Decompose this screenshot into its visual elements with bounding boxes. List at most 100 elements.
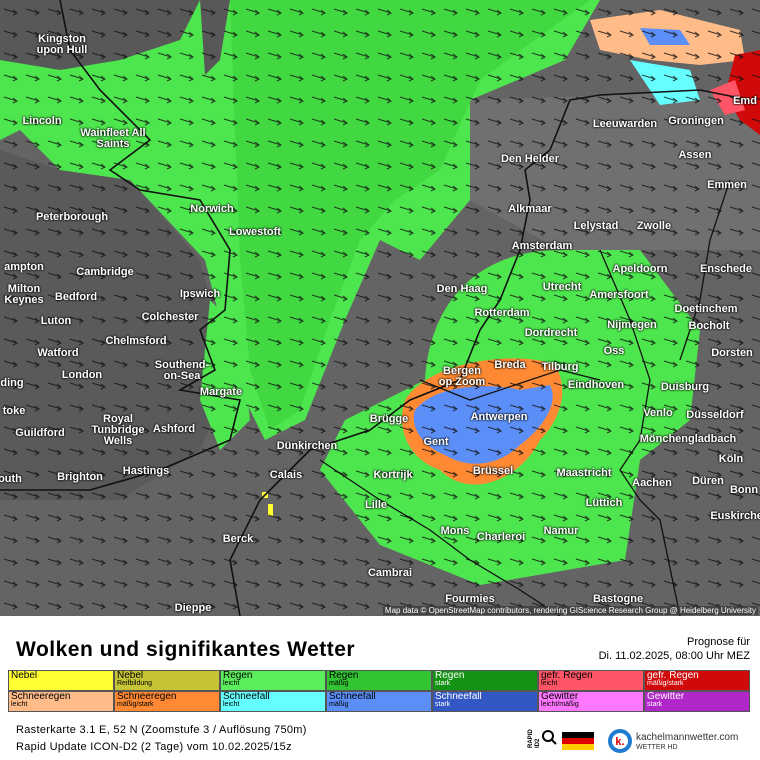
map-graphic [0, 0, 760, 616]
city-label: Royal Tunbridge Wells [91, 413, 145, 447]
city-label: outh [0, 473, 22, 485]
forecast-label: Prognose für [687, 636, 750, 648]
city-label: Brighton [57, 471, 103, 483]
footer-line: Rapid Update ICON-D2 (2 Tage) vom 10.02.… [16, 741, 292, 753]
city-label: Duisburg [660, 381, 710, 393]
city-label: Oss [603, 345, 625, 357]
weather-map: Kingston upon Hull Lincoln Wainfleet All S… [0, 0, 760, 616]
legend-cell: Gewitter leicht/mäßig [538, 691, 644, 712]
forecast-time: Di. 11.02.2025, 08:00 Uhr MEZ [598, 650, 750, 662]
city-label: Lowestoft [229, 226, 281, 238]
city-label: Chelmsford [105, 335, 167, 347]
city-label: Tilburg [541, 361, 579, 373]
legend-sublabel: leicht [223, 701, 240, 708]
city-label: Enschede [700, 263, 752, 275]
attribution: Map data © OpenStreetMap contributors, r… [382, 606, 758, 615]
legend-label: Regen [329, 670, 359, 681]
legend-cell: Regen mäßig [326, 670, 432, 691]
city-label: Brüssel [472, 465, 514, 477]
legend-cell: gefr. Regen mäßig/stark [644, 670, 750, 691]
city-label: Aachen [632, 477, 672, 489]
city-label: Eindhoven [567, 379, 625, 391]
city-label: Nijmegen [607, 319, 657, 331]
city-label: Venlo [643, 407, 673, 419]
legend-sublabel: Reifbildung [117, 680, 153, 687]
city-label: Alkmaar [508, 203, 552, 215]
legend-label: Schneeregen [117, 691, 177, 702]
city-label: Wainfleet All Saints [80, 127, 146, 150]
city-label: Lüttich [585, 497, 623, 509]
legend-cell: gefr. Regen leicht [538, 670, 644, 691]
city-label: Lincoln [22, 115, 62, 127]
city-label: Guildford [15, 427, 65, 439]
city-label: Namur [543, 525, 579, 537]
legend-cell: Schneeregen mäßig/stark [114, 691, 220, 712]
city-label: Dorsten [711, 347, 753, 359]
legend-label: Schneefall [329, 691, 376, 702]
legend-sublabel: stark [435, 701, 451, 708]
legend-sublabel: mäßig [329, 680, 349, 687]
legend-cell: Regen stark [432, 670, 538, 691]
legend: Nebel Nebel Reifbildung Regen leicht Regen mäß… [8, 670, 750, 712]
legend-cell: Schneeregen leicht [8, 691, 114, 712]
city-label: Mons [440, 525, 470, 537]
city-label: Berck [222, 533, 254, 545]
city-label: Groningen [668, 115, 724, 127]
city-label: Mönchengladbach [639, 433, 737, 445]
city-label: Amsterdam [511, 240, 573, 252]
city-label: Apeldoorn [612, 263, 668, 275]
city-label: toke [2, 405, 26, 417]
legend-sublabel: stark [435, 680, 451, 687]
legend-sublabel: leicht [541, 680, 558, 687]
city-label: Rotterdam [474, 307, 530, 319]
city-label: Leeuwarden [592, 118, 658, 130]
city-label: Doetinchem [674, 303, 738, 315]
city-label: Emd [733, 95, 757, 107]
city-label: Düren [692, 475, 724, 487]
legend-sublabel: mäßig/stark [647, 680, 684, 687]
city-label: Lelystad [573, 220, 619, 232]
city-label: ding [0, 377, 24, 389]
city-label: Dieppe [174, 602, 212, 614]
logo-graphic: k. [542, 729, 632, 753]
city-label: Gent [423, 436, 449, 448]
legend-label: Schneeregen [11, 691, 71, 702]
legend-sublabel: stark [647, 701, 663, 708]
city-label: Brügge [369, 413, 409, 425]
city-label: Milton Keynes [4, 283, 44, 306]
legend-label: gefr. Regen [647, 670, 699, 681]
city-label: Calais [269, 469, 303, 481]
city-label: Kingston upon Hull [36, 33, 88, 56]
legend-cell: Schneefall leicht [220, 691, 326, 712]
city-label: Düsseldorf [686, 409, 744, 421]
city-label: Cambridge [76, 266, 134, 278]
city-label: Dünkirchen [276, 440, 338, 452]
city-label: Bocholt [688, 320, 730, 332]
legend-label: Nebel [11, 670, 38, 681]
city-label: Colchester [141, 311, 199, 323]
city-label: Ashford [152, 423, 196, 435]
city-label: Zwolle [636, 220, 672, 232]
city-label: Utrecht [542, 281, 582, 293]
city-label: Kortrijk [373, 469, 413, 481]
city-label: Maastricht [556, 467, 612, 479]
legend-label: Schneefall [435, 691, 482, 702]
legend-cell: Regen leicht [220, 670, 326, 691]
legend-sublabel: mäßig/stark [117, 701, 154, 708]
city-label: Norwich [190, 203, 234, 215]
city-label: Amersfoort [589, 289, 649, 301]
legend-label: Schneefall [223, 691, 270, 702]
city-label: Luton [40, 315, 72, 327]
legend-label: Regen [435, 670, 465, 681]
legend-sublabel: leicht [11, 701, 28, 708]
legend-sublabel: leicht/mäßig [541, 701, 579, 708]
legend-label: Regen [223, 670, 253, 681]
city-label: Margate [199, 386, 243, 398]
legend-sublabel: leicht [223, 680, 240, 687]
city-label: Bergen op Zoom [438, 365, 486, 388]
city-label: Breda [494, 359, 526, 371]
city-label: Peterborough [35, 211, 109, 223]
svg-text:k.: k. [615, 736, 624, 748]
footer-line: Rasterkarte 3.1 E, 52 N (Zoomstufe 3 / A… [16, 724, 307, 736]
